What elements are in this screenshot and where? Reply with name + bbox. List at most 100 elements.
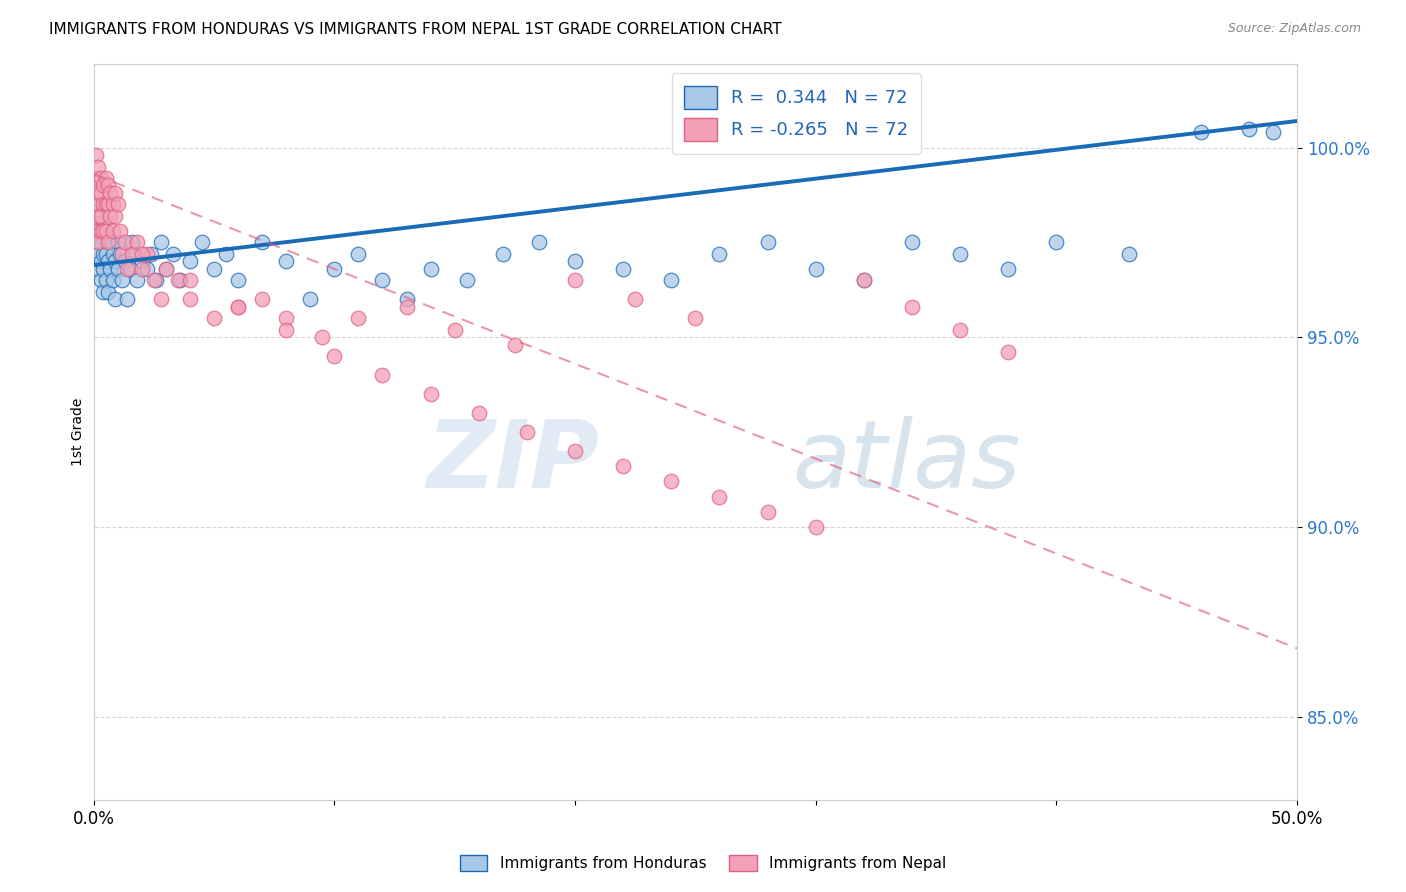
Point	[1237, 121, 1260, 136]
Point	[419, 262, 441, 277]
Point	[91, 178, 114, 193]
Point	[564, 273, 586, 287]
Point	[100, 186, 122, 200]
Point	[142, 273, 165, 287]
Point	[87, 235, 110, 250]
Point	[114, 235, 136, 250]
Point	[997, 345, 1019, 359]
Text: IMMIGRANTS FROM HONDURAS VS IMMIGRANTS FROM NEPAL 1ST GRADE CORRELATION CHART: IMMIGRANTS FROM HONDURAS VS IMMIGRANTS F…	[49, 22, 782, 37]
Point	[124, 247, 146, 261]
Point	[624, 293, 647, 307]
Point	[155, 262, 177, 277]
Point	[97, 254, 120, 268]
Point	[503, 338, 526, 352]
Point	[141, 247, 163, 261]
Point	[131, 262, 153, 277]
Point	[90, 209, 112, 223]
Point	[101, 224, 124, 238]
Point	[100, 262, 122, 277]
Point	[1118, 247, 1140, 261]
Point	[121, 235, 143, 250]
Point	[90, 186, 112, 200]
Point	[276, 323, 298, 337]
Point	[101, 197, 124, 211]
Point	[250, 293, 273, 307]
Point	[852, 273, 875, 287]
Point	[804, 262, 827, 277]
Point	[117, 293, 139, 307]
Point	[756, 505, 779, 519]
Point	[323, 349, 346, 363]
Point	[756, 235, 779, 250]
Point	[371, 368, 394, 383]
Point	[117, 262, 139, 277]
Point	[100, 209, 122, 223]
Point	[97, 178, 120, 193]
Point	[250, 235, 273, 250]
Point	[709, 247, 731, 261]
Point	[114, 254, 136, 268]
Point	[101, 273, 124, 287]
Point	[90, 235, 112, 250]
Point	[84, 224, 107, 238]
Point	[131, 254, 153, 268]
Point	[91, 197, 114, 211]
Point	[145, 273, 167, 287]
Point	[94, 273, 117, 287]
Point	[226, 300, 249, 314]
Point	[659, 273, 682, 287]
Point	[94, 247, 117, 261]
Point	[94, 224, 117, 238]
Point	[90, 170, 112, 185]
Point	[91, 262, 114, 277]
Point	[125, 235, 148, 250]
Point	[104, 293, 127, 307]
Point	[323, 262, 346, 277]
Point	[276, 254, 298, 268]
Point	[135, 247, 157, 261]
Point	[299, 293, 322, 307]
Point	[276, 311, 298, 326]
Point	[659, 475, 682, 489]
Point	[527, 235, 550, 250]
Point	[97, 235, 120, 250]
Point	[612, 262, 634, 277]
Point	[997, 262, 1019, 277]
Point	[456, 273, 478, 287]
Point	[179, 273, 201, 287]
Legend: R =  0.344   N = 72, R = -0.265   N = 72: R = 0.344 N = 72, R = -0.265 N = 72	[672, 73, 921, 153]
Text: atlas: atlas	[792, 416, 1019, 507]
Point	[108, 247, 131, 261]
Point	[87, 224, 110, 238]
Point	[516, 425, 538, 439]
Point	[90, 254, 112, 268]
Point	[226, 273, 249, 287]
Point	[709, 490, 731, 504]
Point	[191, 235, 214, 250]
Point	[162, 247, 184, 261]
Point	[118, 262, 141, 277]
Point	[804, 520, 827, 534]
Point	[90, 224, 112, 238]
Point	[91, 224, 114, 238]
Point	[901, 235, 924, 250]
Point	[202, 262, 225, 277]
Point	[107, 235, 129, 250]
Point	[84, 235, 107, 250]
Point	[395, 293, 418, 307]
Point	[443, 323, 465, 337]
Point	[94, 170, 117, 185]
Point	[564, 444, 586, 458]
Point	[97, 197, 120, 211]
Point	[90, 273, 112, 287]
Point	[84, 170, 107, 185]
Point	[107, 197, 129, 211]
Point	[91, 285, 114, 299]
Text: Source: ZipAtlas.com: Source: ZipAtlas.com	[1227, 22, 1361, 36]
Point	[149, 293, 172, 307]
Point	[94, 197, 117, 211]
Point	[104, 186, 127, 200]
Point	[111, 247, 134, 261]
Point	[347, 247, 370, 261]
Point	[852, 273, 875, 287]
